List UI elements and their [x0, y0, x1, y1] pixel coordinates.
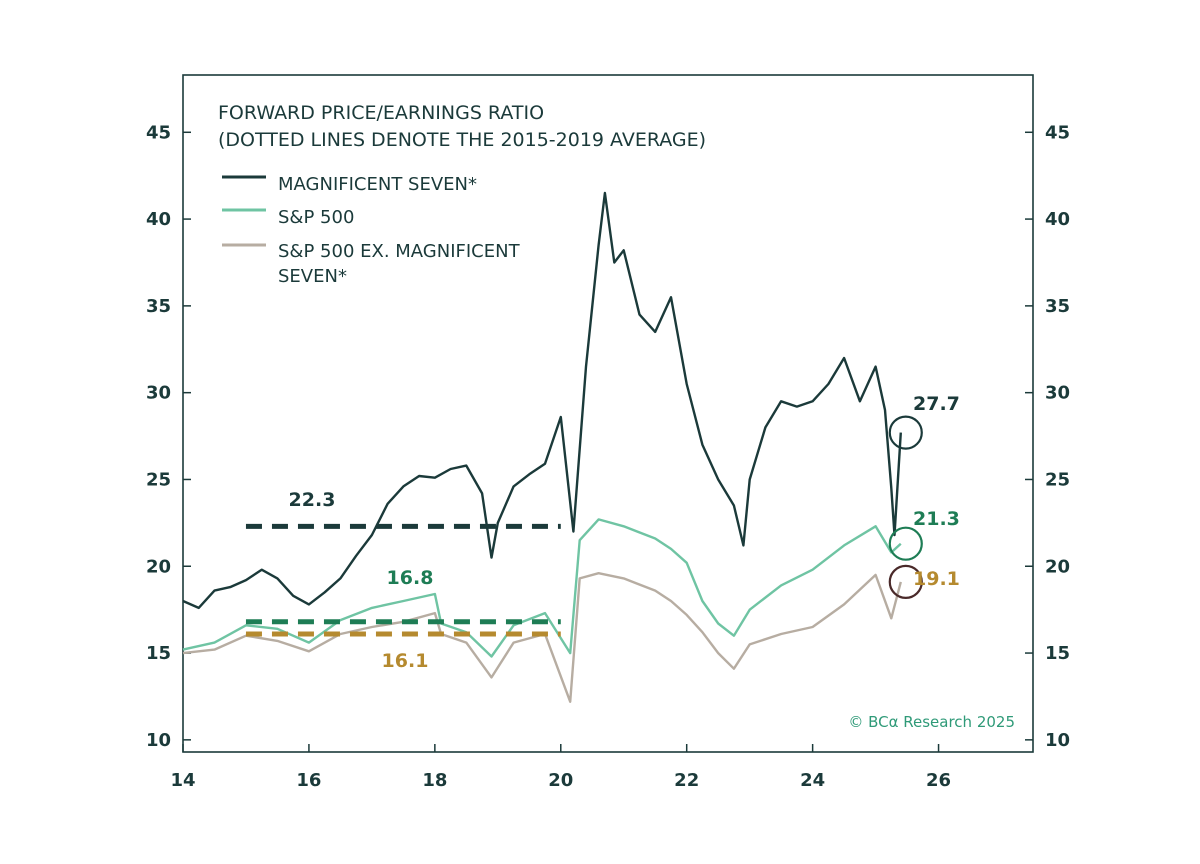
y-tick-label-right: 35	[1045, 296, 1070, 317]
y-tick-label-left: 15	[146, 643, 171, 664]
series-line-2	[182, 572, 902, 703]
series-line-1	[182, 518, 902, 658]
x-tick-label: 24	[800, 770, 825, 791]
latest-value-label: 19.1	[913, 568, 960, 590]
x-tick-label: 20	[548, 770, 573, 791]
x-tick-label: 14	[170, 770, 195, 791]
x-tick-label: 26	[926, 770, 951, 791]
y-tick-label-left: 45	[146, 122, 171, 143]
y-tick-label-right: 30	[1045, 383, 1070, 404]
plot-frame	[182, 74, 1034, 753]
legend-label: S&P 500	[278, 207, 354, 228]
average-label: 16.8	[387, 567, 434, 589]
average-label: 16.1	[382, 650, 429, 672]
legend-label-line: SEVEN*	[278, 266, 347, 287]
series-line-0	[182, 191, 902, 610]
average-label: 22.3	[289, 489, 336, 511]
y-tick-label-left: 30	[146, 383, 171, 404]
y-tick-label-right: 20	[1045, 556, 1070, 577]
y-tick-label-right: 40	[1045, 209, 1070, 230]
y-tick-label-right: 25	[1045, 469, 1070, 490]
latest-value-circle	[888, 564, 923, 599]
latest-value-label: 21.3	[913, 508, 960, 530]
latest-value-label: 27.7	[913, 393, 960, 415]
y-tick-label-left: 10	[146, 730, 171, 751]
y-tick-label-left: 35	[146, 296, 171, 317]
y-tick-label-left: 20	[146, 556, 171, 577]
y-tick-label-right: 15	[1045, 643, 1070, 664]
legend-label-line: S&P 500 EX. MAGNIFICENT	[278, 241, 521, 262]
x-tick-label: 18	[422, 770, 447, 791]
y-tick-label-right: 10	[1045, 730, 1070, 751]
source-credit: © BCα Research 2025	[848, 713, 1015, 731]
x-tick-label: 22	[674, 770, 699, 791]
latest-value-circle	[888, 526, 923, 561]
latest-value-circle	[888, 415, 923, 450]
legend-label: S&P 500 EX. MAGNIFICENT SEVEN*	[278, 241, 521, 287]
y-tick-label-left: 25	[146, 469, 171, 490]
chart-title: FORWARD PRICE/EARNINGS RATIO	[218, 102, 544, 124]
x-tick-label: 16	[296, 770, 321, 791]
y-tick-label-left: 40	[146, 209, 171, 230]
legend-label: MAGNIFICENT SEVEN*	[278, 174, 477, 195]
y-tick-label-right: 45	[1045, 122, 1070, 143]
chart-subtitle: (DOTTED LINES DENOTE THE 2015-2019 AVERA…	[218, 129, 706, 151]
